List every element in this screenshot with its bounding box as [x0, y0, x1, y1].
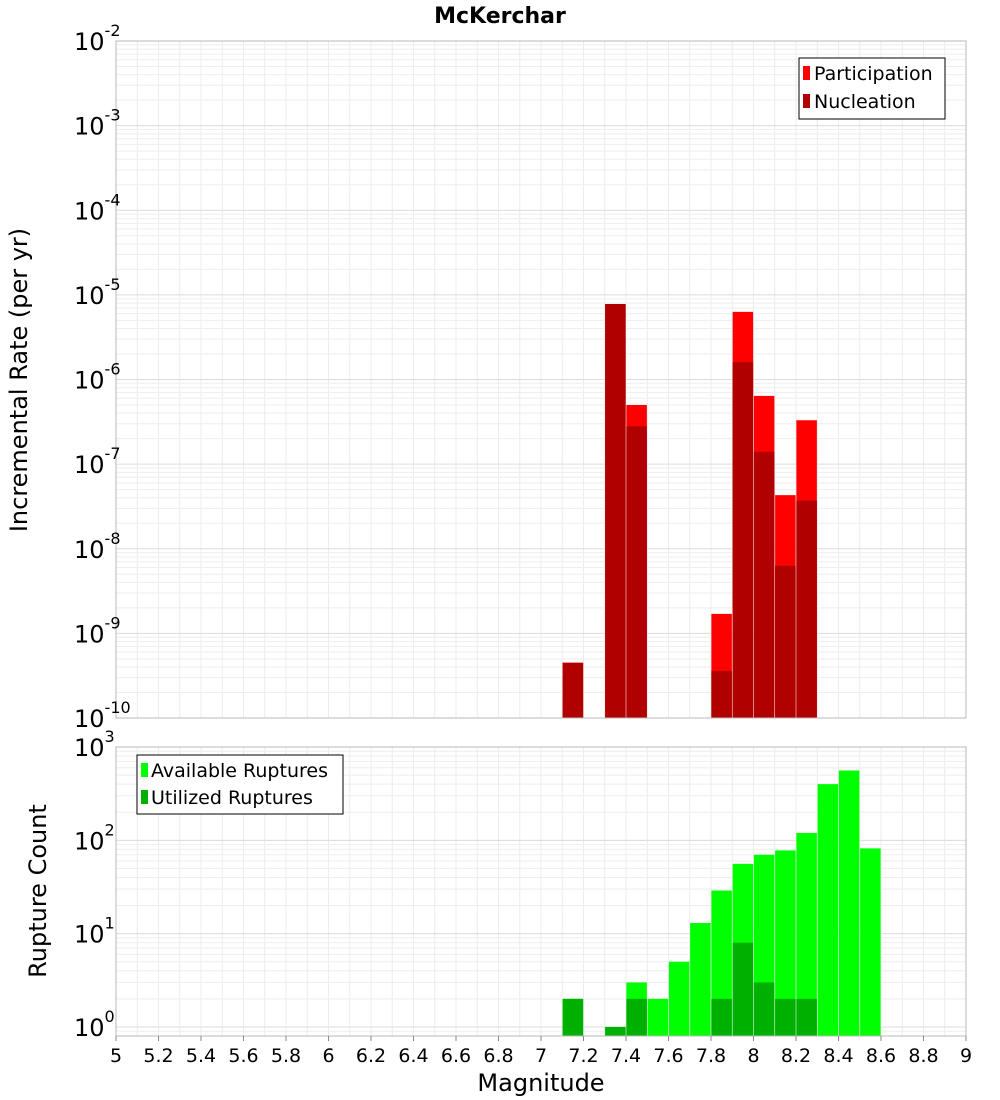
x-tick-label: 5.4 — [186, 1045, 216, 1067]
count-y-ticks: 100 101 102 103 — [74, 727, 115, 1042]
utilized-legend-swatch — [141, 790, 148, 804]
x-tick-label: 7.2 — [568, 1045, 598, 1067]
count-y-axis-label: Rupture Count — [24, 804, 52, 978]
nucleation-bar — [711, 670, 732, 718]
x-tick-label: 6 — [322, 1045, 334, 1067]
available-ruptures-bar — [647, 998, 669, 1036]
count-legend-box — [136, 754, 344, 815]
x-tick-label: 5.6 — [228, 1045, 258, 1067]
utilized-ruptures-bar — [711, 998, 732, 1036]
nucleation-bar — [562, 662, 584, 718]
count-y-tick-label: 102 — [74, 820, 115, 855]
utilized-legend-label: Utilized Ruptures — [151, 787, 313, 809]
chart-title: McKerchar — [434, 4, 566, 29]
available-legend-label: Available Ruptures — [151, 760, 328, 782]
count-bars — [562, 770, 881, 1036]
rate-legend: Participation Nucleation — [798, 57, 946, 120]
available-ruptures-bar — [860, 848, 881, 1036]
x-tick-label: 5.2 — [143, 1045, 173, 1067]
available-ruptures-bar — [817, 784, 839, 1036]
x-tick-label: 6.2 — [356, 1045, 386, 1067]
nucleation-bar — [753, 451, 775, 718]
x-tick-label: 8.2 — [781, 1045, 811, 1067]
rate-legend-box — [798, 57, 946, 120]
count-y-tick-label: 101 — [74, 914, 115, 949]
x-tick-label: 8.6 — [866, 1045, 896, 1067]
rate-y-tick-label: 10-9 — [74, 613, 121, 648]
rate-plot-frame — [115, 40, 967, 719]
rate-y-tick-label: 10-4 — [74, 190, 121, 225]
utilized-ruptures-bar — [796, 998, 817, 1036]
rate-y-tick-label: 10-10 — [74, 698, 131, 733]
nucleation-bar — [732, 362, 754, 718]
available-ruptures-bar — [775, 850, 796, 1036]
count-y-tick-label: 103 — [74, 727, 115, 762]
rate-y-tick-label: 10-3 — [74, 106, 121, 141]
available-ruptures-bar — [838, 770, 860, 1036]
utilized-ruptures-bar — [775, 998, 796, 1036]
x-tick-label: 7.8 — [696, 1045, 726, 1067]
participation-legend-swatch — [803, 66, 810, 80]
x-tick-label: 6.8 — [483, 1045, 513, 1067]
rate-y-tick-label: 10-5 — [74, 275, 121, 310]
available-ruptures-bar — [690, 923, 711, 1036]
rate-y-tick-label: 10-8 — [74, 529, 121, 564]
count-y-tick-label: 100 — [74, 1007, 115, 1042]
x-tick-label: 6.4 — [398, 1045, 428, 1067]
utilized-ruptures-bar — [753, 982, 775, 1036]
participation-legend-label: Participation — [814, 63, 933, 85]
utilized-ruptures-bar — [605, 1026, 626, 1036]
x-tick-label: 7 — [535, 1045, 547, 1067]
available-legend-swatch — [141, 763, 148, 777]
available-ruptures-bar — [796, 832, 817, 1036]
rate-y-tick-label: 10-6 — [74, 360, 121, 395]
count-panel: 100 101 102 103 5 5.2 5.4 5.6 5.8 6 6.2 6.4 6.6 6.8 7… — [24, 727, 972, 1097]
x-axis-label: Magnitude — [477, 1069, 604, 1097]
utilized-ruptures-bar — [626, 998, 647, 1036]
utilized-ruptures-bar — [732, 942, 754, 1036]
utilized-ruptures-bar — [562, 998, 584, 1036]
nucleation-bar — [605, 304, 626, 718]
available-ruptures-bar — [668, 961, 690, 1036]
x-tick-label: 7.6 — [653, 1045, 683, 1067]
count-legend: Available Ruptures Utilized Ruptures — [136, 754, 344, 815]
rate-grid — [115, 40, 967, 719]
rate-y-axis-label: Incremental Rate (per yr) — [5, 228, 33, 532]
rate-y-tick-label: 10-2 — [74, 21, 121, 56]
x-tick-label: 6.6 — [441, 1045, 471, 1067]
rate-y-tick-label: 10-7 — [74, 444, 121, 479]
nucleation-bar — [626, 426, 647, 718]
nucleation-bar — [796, 500, 817, 718]
nucleation-bar — [775, 565, 796, 718]
nucleation-legend-label: Nucleation — [814, 91, 916, 113]
rate-panel: 10-10 10-9 10-8 10-7 10-6 10-5 10-4 10-3 10-2 In… — [5, 21, 967, 733]
nucleation-legend-swatch — [803, 94, 810, 108]
x-tick-label: 9 — [960, 1045, 972, 1067]
x-tick-label: 7.4 — [611, 1045, 641, 1067]
rate-y-ticks: 10-10 10-9 10-8 10-7 10-6 10-5 10-4 10-3 10-2 — [74, 21, 131, 733]
x-tick-label: 5 — [110, 1045, 122, 1067]
x-tick-label: 8 — [747, 1045, 759, 1067]
count-x-ticks: 5 5.2 5.4 5.6 5.8 6 6.2 6.4 6.6 6.8 7 7.2 7.4 7.6 7.8 8… — [110, 1036, 972, 1067]
x-tick-label: 5.8 — [271, 1045, 301, 1067]
x-tick-label: 8.8 — [908, 1045, 938, 1067]
rate-bars — [562, 304, 817, 718]
x-tick-label: 8.4 — [823, 1045, 853, 1067]
